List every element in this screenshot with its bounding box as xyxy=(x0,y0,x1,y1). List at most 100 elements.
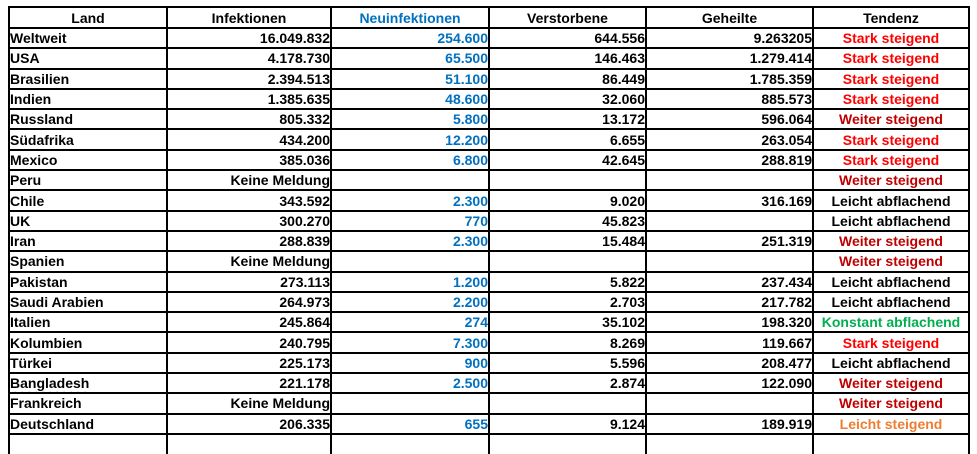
cell-infektionen[interactable]: 1.385.635 xyxy=(166,87,332,111)
cell-neuinfektionen[interactable]: 2.500 xyxy=(330,372,490,395)
cell-land[interactable]: Deutschland xyxy=(8,412,168,435)
cell-geheilte[interactable]: 237.434 xyxy=(645,270,814,293)
cell-infektionen[interactable]: 288.839 xyxy=(166,229,332,253)
column-header-neuinfektionen[interactable]: Neuinfektionen xyxy=(330,6,490,29)
cell-geheilte[interactable] xyxy=(645,392,814,415)
cell-verstorbene[interactable]: 2.874 xyxy=(488,372,647,395)
cell-infektionen[interactable]: Keine Meldung xyxy=(166,169,332,192)
cell-land-empty[interactable] xyxy=(8,432,168,454)
cell-tendenz[interactable]: Leicht abflachend xyxy=(812,290,970,314)
cell-land[interactable]: Kolumbien xyxy=(8,331,168,354)
cell-tendenz[interactable]: Weiter steigend xyxy=(812,392,970,415)
cell-neuinfektionen[interactable]: 48.600 xyxy=(330,87,490,111)
cell-geheilte[interactable]: 885.573 xyxy=(645,87,814,111)
cell-geheilte-empty[interactable] xyxy=(645,432,814,454)
cell-verstorbene[interactable]: 15.484 xyxy=(488,229,647,253)
cell-neuinfektionen[interactable] xyxy=(330,169,490,192)
cell-infektionen[interactable]: 805.332 xyxy=(166,108,332,131)
cell-infektionen[interactable]: 206.335 xyxy=(166,412,332,435)
cell-tendenz[interactable]: Leicht abflachend xyxy=(812,209,970,232)
cell-neuinfektionen[interactable]: 2.300 xyxy=(330,229,490,253)
cell-tendenz[interactable]: Leicht abflachend xyxy=(812,189,970,212)
cell-neuinfektionen[interactable]: 770 xyxy=(330,209,490,232)
cell-neuinfektionen-empty[interactable] xyxy=(330,432,490,454)
cell-verstorbene[interactable]: 8.269 xyxy=(488,331,647,354)
cell-neuinfektionen[interactable] xyxy=(330,250,490,273)
cell-verstorbene-empty[interactable] xyxy=(488,432,647,454)
cell-neuinfektionen[interactable]: 12.200 xyxy=(330,128,490,151)
cell-land[interactable]: Weltweit xyxy=(8,26,168,50)
cell-verstorbene[interactable]: 9.124 xyxy=(488,412,647,435)
cell-tendenz[interactable]: Leicht abflachend xyxy=(812,351,970,375)
cell-verstorbene[interactable] xyxy=(488,250,647,273)
cell-land[interactable]: USA xyxy=(8,47,168,70)
cell-geheilte[interactable]: 119.667 xyxy=(645,331,814,354)
cell-verstorbene[interactable]: 13.172 xyxy=(488,108,647,131)
cell-land[interactable]: Mexico xyxy=(8,148,168,172)
cell-tendenz[interactable]: Leicht steigend xyxy=(812,412,970,435)
cell-tendenz[interactable]: Stark steigend xyxy=(812,47,970,70)
cell-geheilte[interactable]: 9.263205 xyxy=(645,26,814,50)
cell-neuinfektionen[interactable]: 51.100 xyxy=(330,67,490,90)
cell-verstorbene[interactable]: 6.655 xyxy=(488,128,647,151)
cell-tendenz[interactable]: Stark steigend xyxy=(812,87,970,111)
cell-land[interactable]: Chile xyxy=(8,189,168,212)
cell-tendenz-empty[interactable] xyxy=(812,432,970,454)
cell-neuinfektionen[interactable]: 5.800 xyxy=(330,108,490,131)
cell-infektionen[interactable]: 225.173 xyxy=(166,351,332,375)
cell-infektionen[interactable]: 221.178 xyxy=(166,372,332,395)
cell-geheilte[interactable]: 596.064 xyxy=(645,108,814,131)
cell-infektionen[interactable]: Keine Meldung xyxy=(166,250,332,273)
column-header-tendenz[interactable]: Tendenz xyxy=(812,6,970,29)
column-header-verstorbene[interactable]: Verstorbene xyxy=(488,6,647,29)
cell-verstorbene[interactable]: 9.020 xyxy=(488,189,647,212)
cell-geheilte[interactable] xyxy=(645,169,814,192)
cell-geheilte[interactable] xyxy=(645,209,814,232)
cell-geheilte[interactable] xyxy=(645,250,814,273)
cell-tendenz[interactable]: Weiter steigend xyxy=(812,108,970,131)
cell-infektionen[interactable]: 240.795 xyxy=(166,331,332,354)
cell-land[interactable]: Iran xyxy=(8,229,168,253)
cell-tendenz[interactable]: Stark steigend xyxy=(812,26,970,50)
cell-infektionen[interactable]: 2.394.513 xyxy=(166,67,332,90)
cell-verstorbene[interactable]: 146.463 xyxy=(488,47,647,70)
cell-verstorbene[interactable]: 35.102 xyxy=(488,311,647,334)
column-header-infektionen[interactable]: Infektionen xyxy=(166,6,332,29)
cell-geheilte[interactable]: 288.819 xyxy=(645,148,814,172)
cell-tendenz[interactable]: Weiter steigend xyxy=(812,250,970,273)
cell-tendenz[interactable]: Konstant abflachend xyxy=(812,311,970,334)
cell-tendenz[interactable]: Weiter steigend xyxy=(812,169,970,192)
column-header-geheilte[interactable]: Geheilte xyxy=(645,6,814,29)
cell-geheilte[interactable]: 263.054 xyxy=(645,128,814,151)
cell-land[interactable]: Peru xyxy=(8,169,168,192)
cell-land[interactable]: Saudi Arabien xyxy=(8,290,168,314)
cell-infektionen-empty[interactable] xyxy=(166,432,332,454)
cell-neuinfektionen[interactable]: 274 xyxy=(330,311,490,334)
cell-neuinfektionen[interactable]: 254.600 xyxy=(330,26,490,50)
cell-land[interactable]: Russland xyxy=(8,108,168,131)
cell-neuinfektionen[interactable]: 2.300 xyxy=(330,189,490,212)
cell-land[interactable]: UK xyxy=(8,209,168,232)
cell-neuinfektionen[interactable]: 6.800 xyxy=(330,148,490,172)
column-header-land[interactable]: Land xyxy=(8,6,168,29)
cell-geheilte[interactable]: 122.090 xyxy=(645,372,814,395)
cell-tendenz[interactable]: Weiter steigend xyxy=(812,229,970,253)
cell-tendenz[interactable]: Stark steigend xyxy=(812,331,970,354)
cell-land[interactable]: Brasilien xyxy=(8,67,168,90)
cell-geheilte[interactable]: 1.279.414 xyxy=(645,47,814,70)
cell-verstorbene[interactable]: 2.703 xyxy=(488,290,647,314)
cell-infektionen[interactable]: 245.864 xyxy=(166,311,332,334)
cell-land[interactable]: Bangladesh xyxy=(8,372,168,395)
cell-verstorbene[interactable]: 5.822 xyxy=(488,270,647,293)
cell-neuinfektionen[interactable]: 655 xyxy=(330,412,490,435)
cell-verstorbene[interactable] xyxy=(488,392,647,415)
cell-geheilte[interactable]: 189.919 xyxy=(645,412,814,435)
cell-tendenz[interactable]: Leicht abflachend xyxy=(812,270,970,293)
cell-verstorbene[interactable]: 86.449 xyxy=(488,67,647,90)
cell-infektionen[interactable]: Keine Meldung xyxy=(166,392,332,415)
cell-infektionen[interactable]: 343.592 xyxy=(166,189,332,212)
cell-tendenz[interactable]: Stark steigend xyxy=(812,67,970,90)
cell-geheilte[interactable]: 1.785.359 xyxy=(645,67,814,90)
cell-land[interactable]: Türkei xyxy=(8,351,168,375)
cell-geheilte[interactable]: 316.169 xyxy=(645,189,814,212)
